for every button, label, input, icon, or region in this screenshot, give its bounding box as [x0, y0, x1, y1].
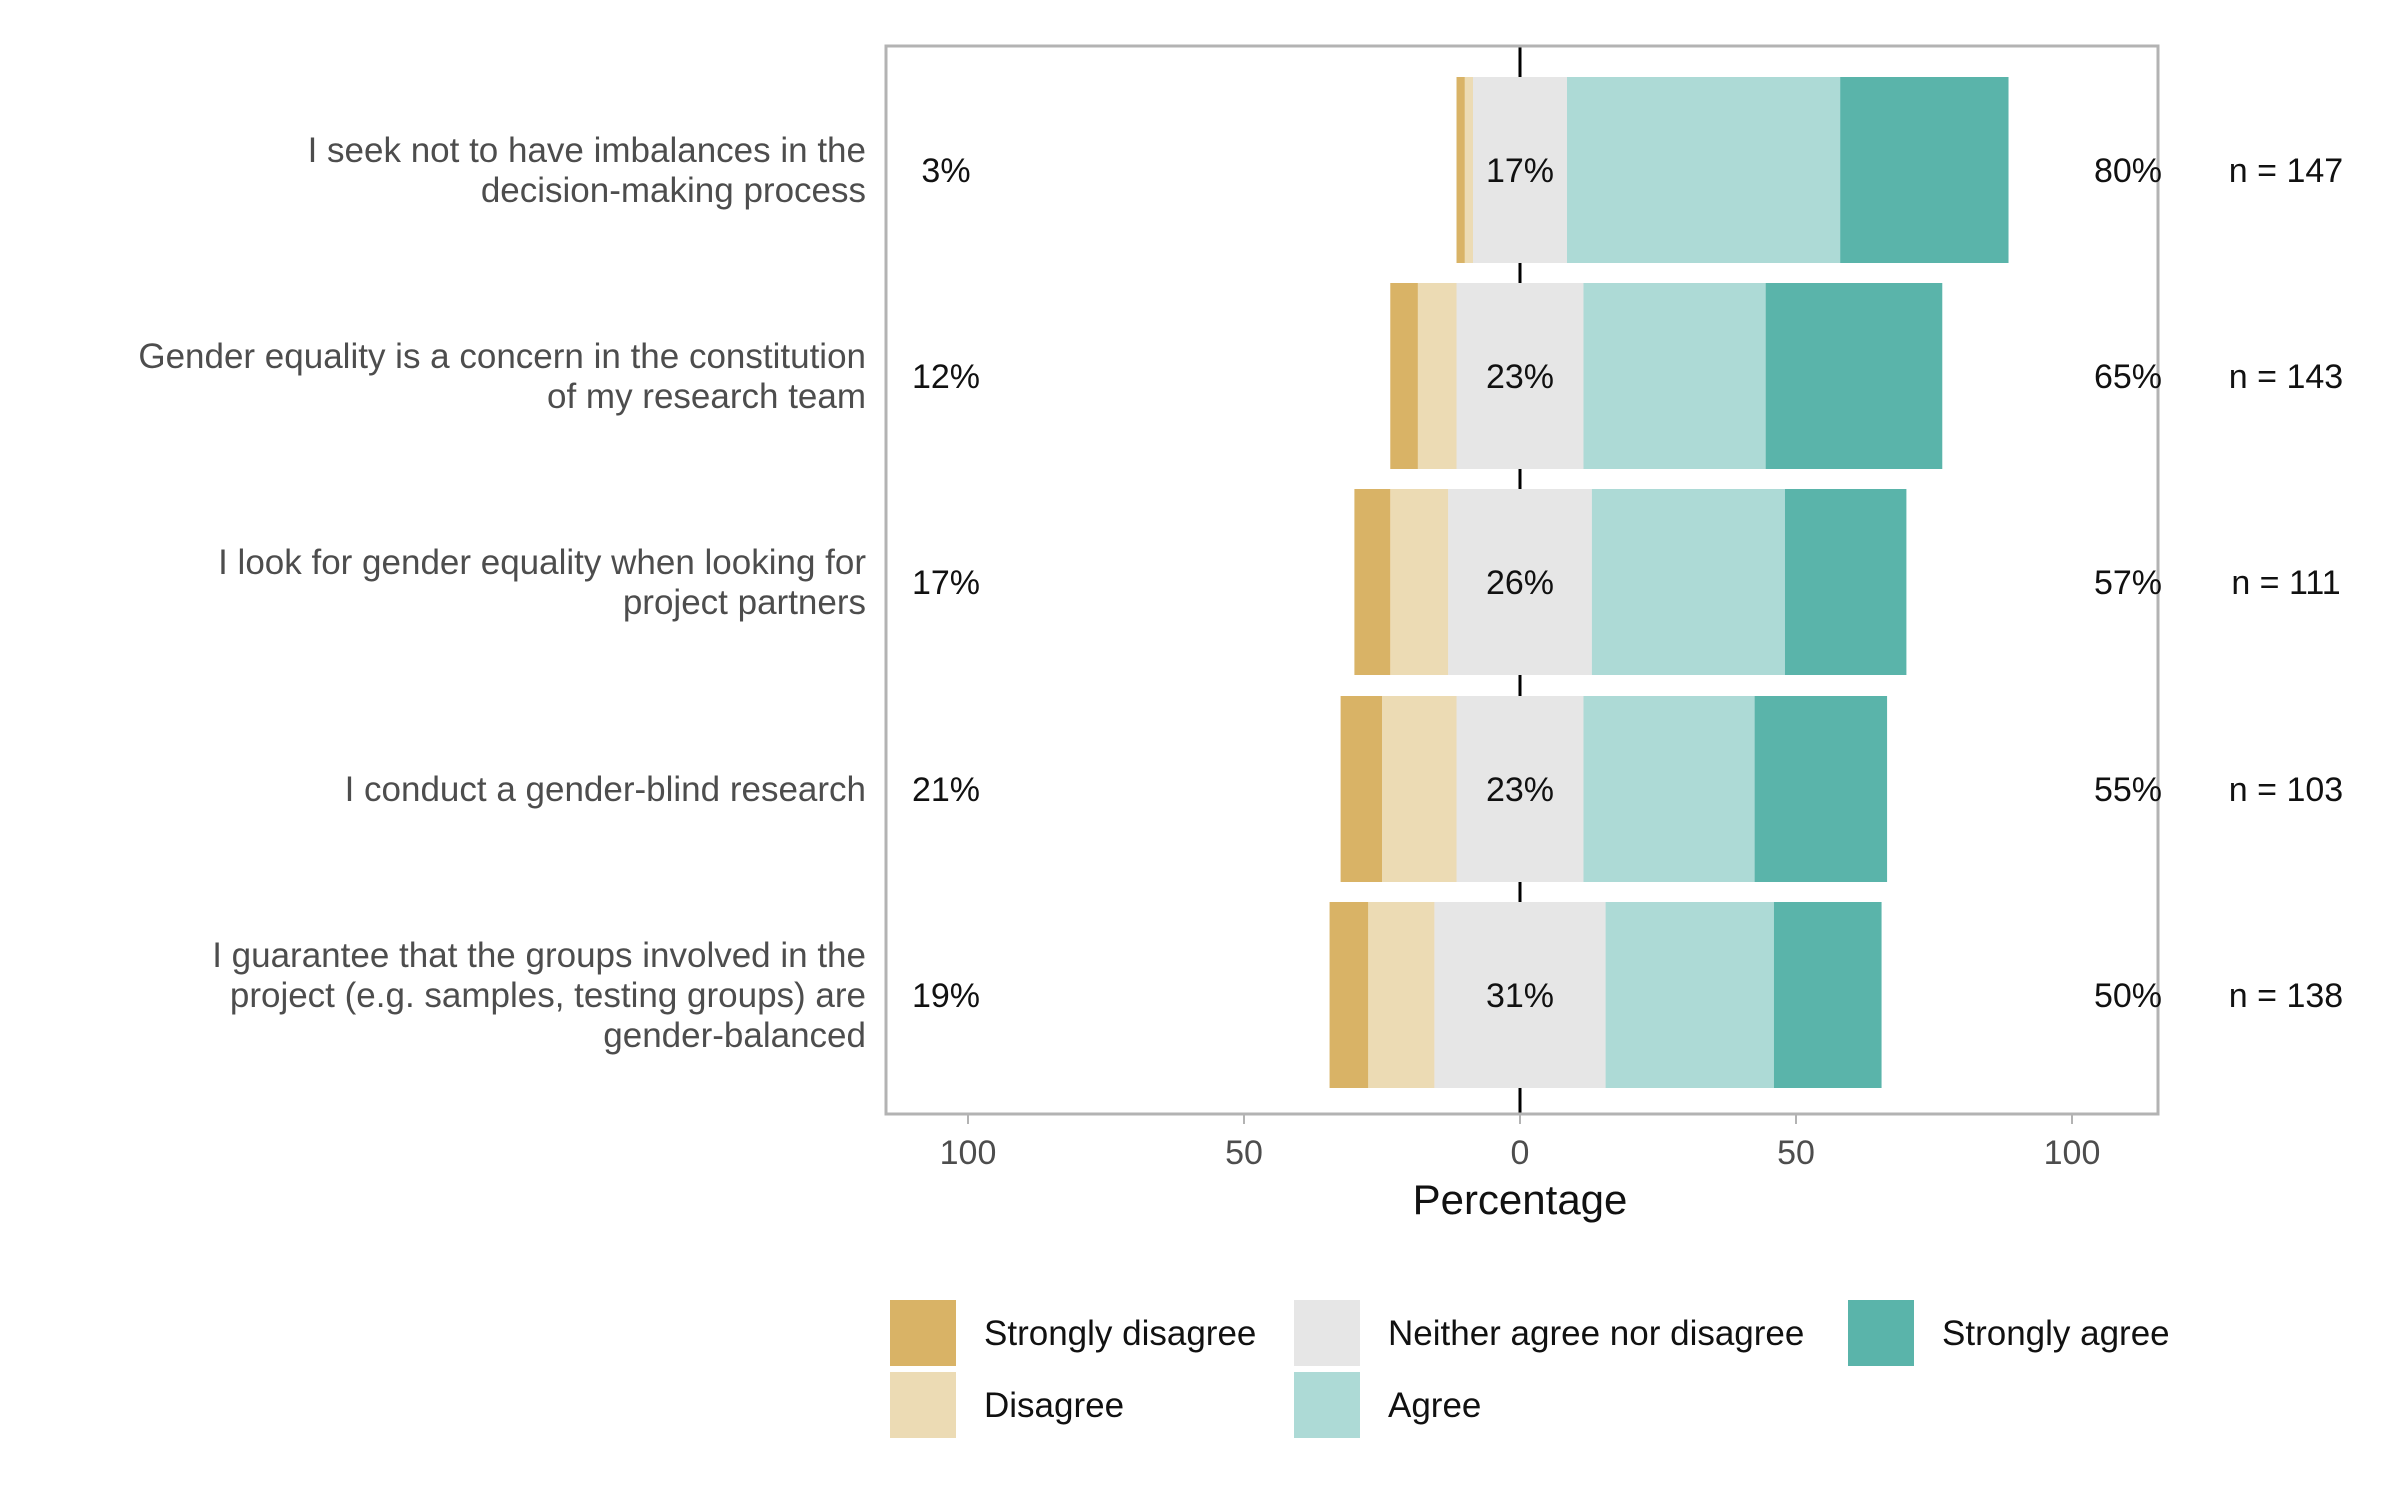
- bar-segment-strongly-disagree: [1329, 902, 1369, 1088]
- category-label: I guarantee that the groups involved in …: [212, 936, 866, 1055]
- sample-size-label: n = 138: [2229, 977, 2343, 1015]
- category-label-line: project partners: [623, 583, 866, 622]
- category-label: I look for gender equality when looking …: [218, 543, 866, 622]
- legend-label: Neither agree nor disagree: [1388, 1314, 1804, 1353]
- bar-segment-neutral-overlay: [1456, 696, 1584, 882]
- category-label-line: I seek not to have imbalances in the: [308, 131, 866, 170]
- bar-segment-strongly-agree: [1754, 696, 1888, 882]
- x-tick-label: 0: [1511, 1134, 1530, 1172]
- bar-segment-strongly-agree: [1765, 283, 1943, 469]
- category-label-line: I look for gender equality when looking …: [218, 543, 866, 582]
- left-percentage-label: 3%: [921, 152, 970, 190]
- x-tick-label: 50: [1225, 1134, 1263, 1172]
- x-tick-label: 50: [1777, 1134, 1815, 1172]
- bar-segment-disagree: [1417, 283, 1457, 469]
- bar-segment-strongly-disagree: [1456, 77, 1465, 263]
- legend-label: Strongly agree: [1942, 1314, 2170, 1353]
- legend-swatch: [1848, 1300, 1914, 1366]
- neutral-percentage-label: 23%: [1486, 771, 1554, 809]
- neutral-percentage-label: 31%: [1486, 977, 1554, 1015]
- right-percentage-label: 50%: [2094, 977, 2162, 1015]
- left-percentage-label: 21%: [912, 771, 980, 809]
- bar-segment-agree: [1583, 696, 1755, 882]
- neutral-percentage-label: 23%: [1486, 358, 1554, 396]
- right-percentage-label: 65%: [2094, 358, 2162, 396]
- bar-segment-agree: [1566, 77, 1841, 263]
- sample-size-label: n = 111: [2231, 564, 2340, 602]
- category-label-line: gender-balanced: [603, 1016, 866, 1055]
- legend-swatch: [1294, 1300, 1360, 1366]
- bar-segment-strongly-disagree: [1390, 283, 1418, 469]
- legend-label: Strongly disagree: [984, 1314, 1256, 1353]
- category-label-line: decision-making process: [481, 171, 866, 210]
- bar-segment-strongly-agree: [1773, 902, 1882, 1088]
- bar-segment-neutral-overlay: [1448, 489, 1592, 675]
- bar-segment-neutral-overlay: [1434, 902, 1606, 1088]
- bar-segment-strongly-agree: [1840, 77, 2009, 263]
- bar-segment-disagree: [1390, 489, 1449, 675]
- category-label: Gender equality is a concern in the cons…: [138, 337, 866, 416]
- legend-label: Disagree: [984, 1386, 1124, 1425]
- bar-segment-strongly-disagree: [1354, 489, 1391, 675]
- x-axis-title: Percentage: [1413, 1176, 1628, 1223]
- category-label-line: of my research team: [547, 377, 866, 416]
- category-label-line: Gender equality is a concern in the cons…: [138, 337, 866, 376]
- right-percentage-label: 55%: [2094, 771, 2162, 809]
- bar-segment-strongly-agree: [1784, 489, 1907, 675]
- category-label-line: project (e.g. samples, testing groups) a…: [230, 976, 866, 1015]
- bar-segment-agree: [1583, 283, 1766, 469]
- legend-label: Agree: [1388, 1386, 1481, 1425]
- right-percentage-label: 57%: [2094, 564, 2162, 602]
- panel-border: [884, 44, 2160, 1116]
- bar-segment-agree: [1591, 489, 1785, 675]
- x-tick-label: 100: [2044, 1134, 2101, 1172]
- left-percentage-label: 12%: [912, 358, 980, 396]
- x-tick-label: 100: [940, 1134, 997, 1172]
- legend-swatch: [890, 1372, 956, 1438]
- left-percentage-label: 17%: [912, 564, 980, 602]
- legend-swatch: [1294, 1372, 1360, 1438]
- bar-segment-disagree: [1382, 696, 1457, 882]
- bar-segment-disagree: [1464, 77, 1474, 263]
- bar-segment-disagree: [1368, 902, 1435, 1088]
- neutral-percentage-label: 17%: [1486, 152, 1554, 190]
- category-label-line: I conduct a gender-blind research: [345, 770, 866, 809]
- left-percentage-label: 19%: [912, 977, 980, 1015]
- bar-segment-strongly-disagree: [1340, 696, 1382, 882]
- sample-size-label: n = 103: [2229, 771, 2343, 809]
- bar-segment-neutral-overlay: [1473, 77, 1567, 263]
- sample-size-label: n = 147: [2229, 152, 2343, 190]
- legend-swatch: [890, 1300, 956, 1366]
- category-label: I seek not to have imbalances in the deci…: [308, 131, 866, 210]
- category-label: I conduct a gender-blind research: [345, 770, 866, 809]
- neutral-percentage-label: 26%: [1486, 564, 1554, 602]
- bar-segment-agree: [1605, 902, 1774, 1088]
- bar-segment-neutral-overlay: [1456, 283, 1584, 469]
- right-percentage-label: 80%: [2094, 152, 2162, 190]
- category-label-line: I guarantee that the groups involved in …: [212, 936, 866, 975]
- sample-size-label: n = 143: [2229, 358, 2343, 396]
